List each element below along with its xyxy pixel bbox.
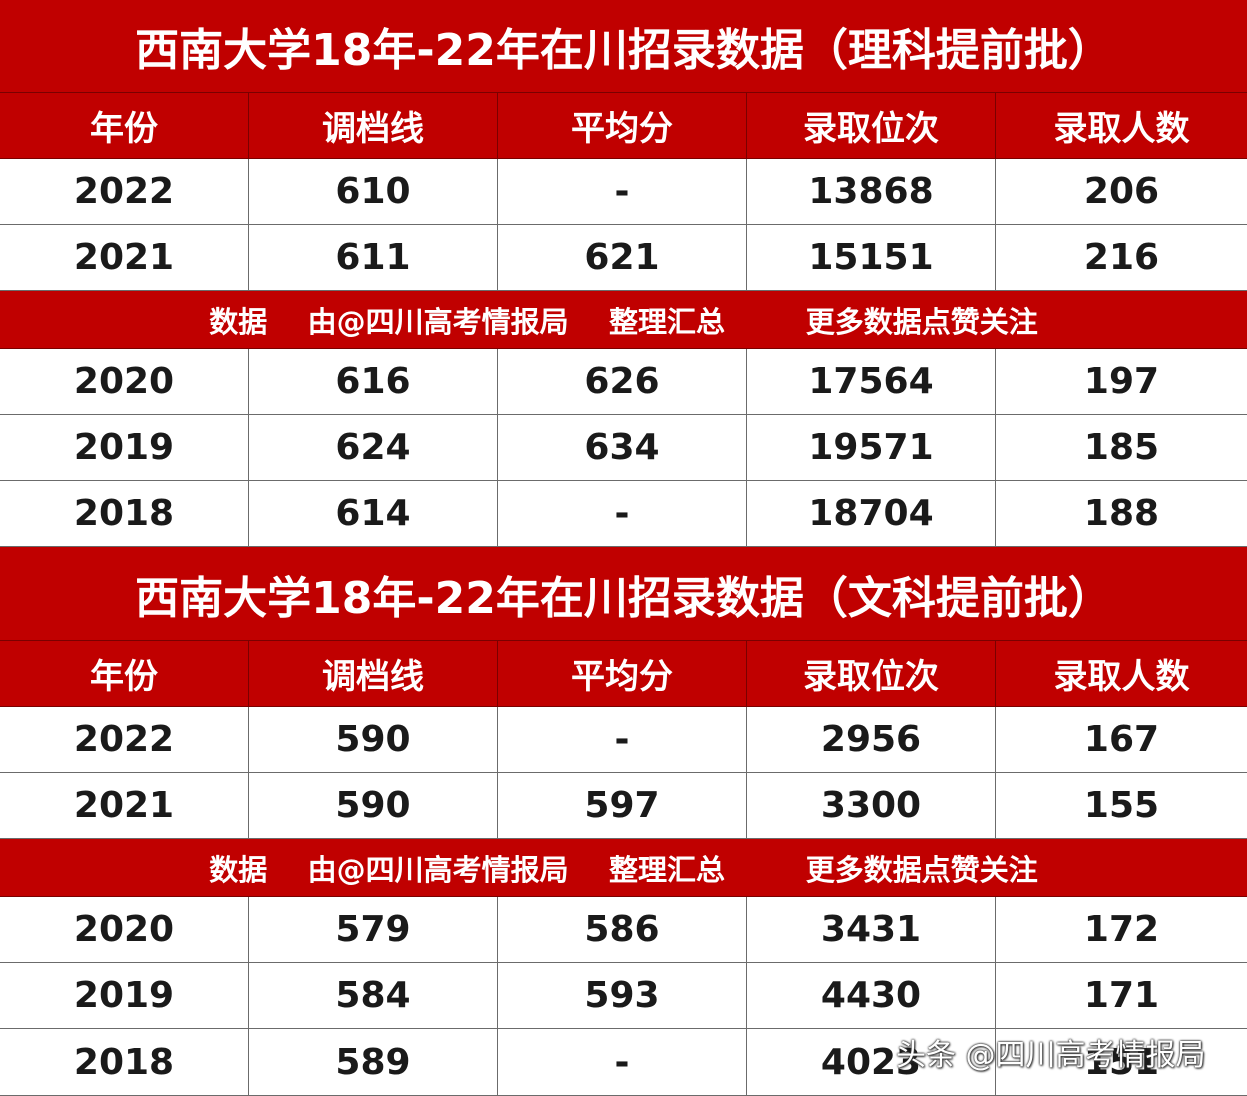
cell-cutoff: 616 <box>249 349 498 415</box>
cell-cutoff: 614 <box>249 481 498 547</box>
cell-count: 155 <box>996 773 1247 839</box>
cell-count: 185 <box>996 415 1247 481</box>
cell-average: - <box>498 1029 747 1096</box>
cell-average: 597 <box>498 773 747 839</box>
header-average: 平均分 <box>498 641 747 707</box>
banner-text-3: 整理汇总 <box>609 304 726 339</box>
cell-year: 2022 <box>0 159 249 225</box>
cell-rank: 13868 <box>747 159 996 225</box>
cell-count: 172 <box>996 897 1247 963</box>
cell-cutoff: 584 <box>249 963 498 1029</box>
cell-cutoff: 624 <box>249 415 498 481</box>
cell-year: 2019 <box>0 963 249 1029</box>
cell-year: 2021 <box>0 773 249 839</box>
cell-rank: 19571 <box>747 415 996 481</box>
cell-average: - <box>498 481 747 547</box>
cell-count: 216 <box>996 225 1247 291</box>
cell-cutoff: 590 <box>249 773 498 839</box>
cell-count: 206 <box>996 159 1247 225</box>
cell-cutoff: 589 <box>249 1029 498 1096</box>
banner-text-4: 更多数据点赞关注 <box>805 304 1038 339</box>
cell-count: 167 <box>996 707 1247 773</box>
cell-average: 593 <box>498 963 747 1029</box>
source-banner: 数据 由@四川高考情报局 整理汇总 更多数据点赞关注 <box>0 291 1247 349</box>
cell-rank: 2956 <box>747 707 996 773</box>
header-rank: 录取位次 <box>747 93 996 159</box>
science-title: 西南大学18年-22年在川招录数据（理科提前批） <box>0 0 1247 93</box>
cell-year: 2019 <box>0 415 249 481</box>
header-cutoff: 调档线 <box>249 641 498 707</box>
header-rank: 录取位次 <box>747 641 996 707</box>
cell-year: 2022 <box>0 707 249 773</box>
cell-cutoff: 610 <box>249 159 498 225</box>
cell-rank: 3300 <box>747 773 996 839</box>
cell-average: - <box>498 707 747 773</box>
cell-count: 197 <box>996 349 1247 415</box>
cell-average: 586 <box>498 897 747 963</box>
banner-text-1: 数据 <box>209 852 268 887</box>
cell-cutoff: 579 <box>249 897 498 963</box>
header-count: 录取人数 <box>996 93 1247 159</box>
cell-rank: 18704 <box>747 481 996 547</box>
header-average: 平均分 <box>498 93 747 159</box>
cell-rank: 4430 <box>747 963 996 1029</box>
cell-count: 151 <box>996 1029 1247 1096</box>
cell-average: 634 <box>498 415 747 481</box>
header-year: 年份 <box>0 93 249 159</box>
cell-year: 2020 <box>0 349 249 415</box>
cell-count: 188 <box>996 481 1247 547</box>
cell-rank: 17564 <box>747 349 996 415</box>
cell-year: 2021 <box>0 225 249 291</box>
banner-text-1: 数据 <box>209 304 268 339</box>
arts-title: 西南大学18年-22年在川招录数据（文科提前批） <box>0 547 1247 641</box>
cell-average: - <box>498 159 747 225</box>
header-year: 年份 <box>0 641 249 707</box>
cell-average: 621 <box>498 225 747 291</box>
watermark-text: 头条 @四川高考情报局 <box>896 1038 1206 1073</box>
cell-average: 626 <box>498 349 747 415</box>
header-cutoff: 调档线 <box>249 93 498 159</box>
cell-count: 171 <box>996 963 1247 1029</box>
cell-rank: 3431 <box>747 897 996 963</box>
banner-text-3: 整理汇总 <box>609 852 726 887</box>
cell-cutoff: 590 <box>249 707 498 773</box>
cell-year: 2018 <box>0 1029 249 1096</box>
source-banner: 数据 由@四川高考情报局 整理汇总 更多数据点赞关注 <box>0 839 1247 897</box>
cell-year: 2020 <box>0 897 249 963</box>
banner-text-4: 更多数据点赞关注 <box>805 852 1038 887</box>
cell-year: 2018 <box>0 481 249 547</box>
cell-rank: 15151 <box>747 225 996 291</box>
banner-text-2: 由@四川高考情报局 <box>307 304 569 339</box>
cell-rank: 4023 <box>747 1029 996 1096</box>
cell-cutoff: 611 <box>249 225 498 291</box>
banner-text-2: 由@四川高考情报局 <box>307 852 569 887</box>
header-count: 录取人数 <box>996 641 1247 707</box>
